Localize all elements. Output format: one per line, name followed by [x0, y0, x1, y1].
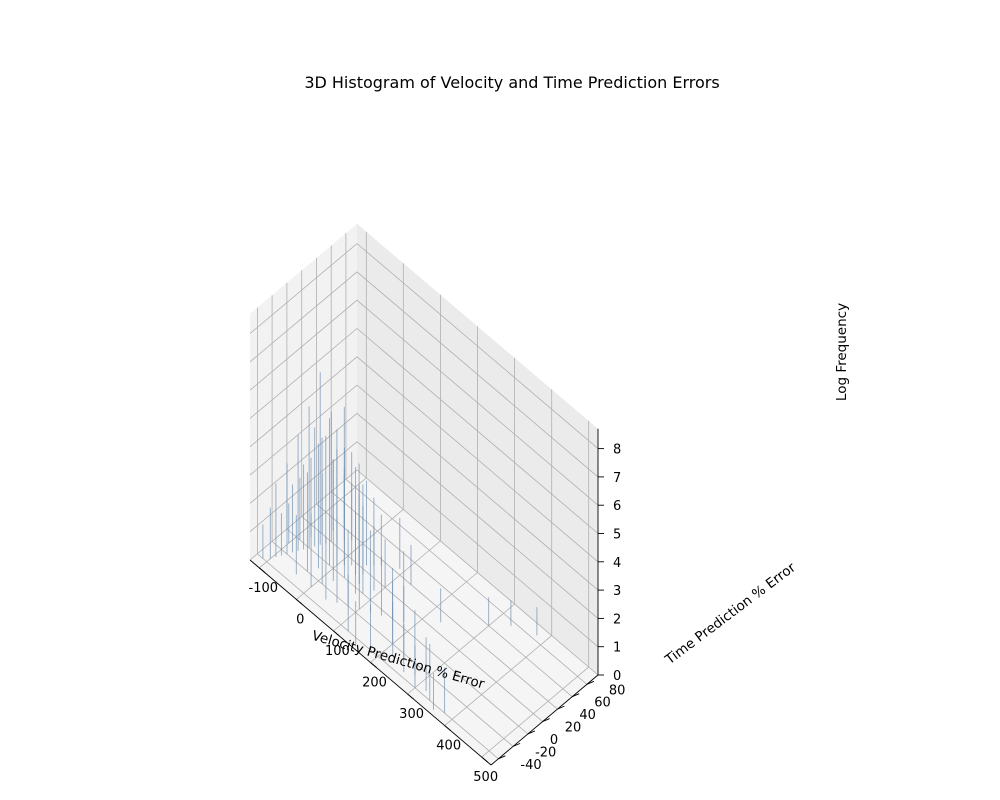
- z-gridline: [249, 384, 599, 591]
- z-tick-label: 4: [613, 556, 621, 571]
- y-tick-mark: [512, 742, 521, 747]
- z-gridline: [249, 243, 599, 449]
- x-tick-mark: [296, 599, 303, 605]
- y-tick-mark: [557, 705, 565, 710]
- x-tick-label: 0: [296, 612, 304, 627]
- x-tick-label: 200: [362, 676, 387, 691]
- axes-panes: [250, 223, 598, 765]
- y-tick-label: -20: [535, 745, 556, 760]
- z-gridline: [249, 441, 599, 648]
- z-gridline: [249, 327, 599, 534]
- y-tick-mark: [498, 755, 506, 760]
- x-tick-mark: [444, 725, 451, 731]
- z-tick-label: 1: [613, 641, 621, 656]
- z-gridline: [249, 299, 599, 506]
- y-tick-label: 40: [579, 708, 596, 723]
- x-tick-label: 500: [473, 770, 498, 785]
- z-tick-label: 8: [613, 443, 621, 458]
- y-tick-label: -40: [520, 758, 541, 773]
- x-tick-label: 100: [325, 644, 350, 659]
- y-axis-line: [490, 674, 599, 766]
- z-gridline: [249, 271, 599, 478]
- z-tick-label: 6: [613, 499, 621, 514]
- left-pane: [250, 223, 357, 561]
- y-tick-label: 0: [550, 733, 558, 748]
- z-gridline: [249, 469, 599, 676]
- z-tick-label: 7: [613, 471, 621, 486]
- y-tick-label: 60: [594, 696, 611, 711]
- z-axis-label: Log Frequency: [834, 303, 850, 401]
- grid-lines: [249, 231, 599, 760]
- y-tick-mark: [571, 693, 580, 698]
- tick-labels: -1000100200300400500-40-2002040608001234…: [249, 428, 626, 785]
- y-tick-mark: [586, 680, 595, 685]
- z-tick-label: 2: [613, 612, 621, 627]
- y-tick-label: 20: [565, 721, 582, 736]
- x-tick-mark: [407, 693, 414, 700]
- x-tick-label: -100: [249, 581, 279, 596]
- z-gridline: [249, 356, 599, 563]
- chart-title: 3D Histogram of Velocity and Time Predic…: [304, 73, 719, 92]
- x-tick-mark: [370, 662, 377, 668]
- x-tick-label: 400: [436, 739, 461, 754]
- y-tick-label: 80: [609, 683, 626, 698]
- x-tick-label: 300: [399, 707, 424, 722]
- x-tick-mark: [333, 630, 340, 637]
- z-tick-label: 5: [613, 528, 621, 543]
- x-tick-mark: [481, 756, 489, 763]
- y-axis-label: Time Prediction % Error: [662, 559, 800, 668]
- y-tick-mark: [527, 730, 536, 735]
- z-gridline: [249, 412, 599, 619]
- z-tick-label: 3: [613, 584, 621, 599]
- bars-group: [262, 372, 538, 714]
- y-tick-mark: [542, 718, 550, 722]
- x-tick-mark: [258, 567, 266, 574]
- z-tick-label: 0: [613, 669, 621, 684]
